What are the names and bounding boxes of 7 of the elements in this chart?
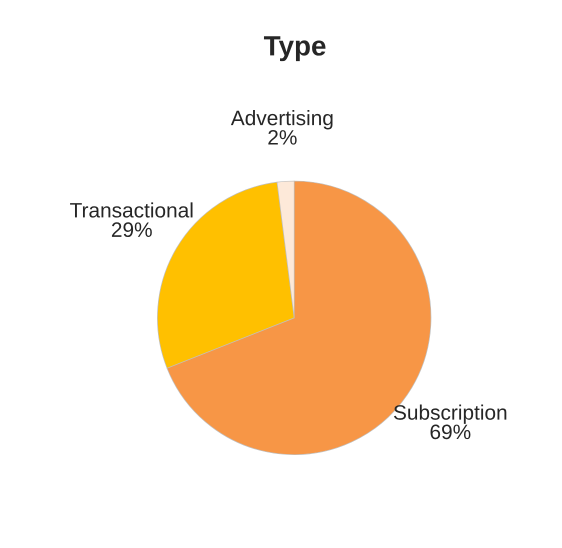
- slice-label: Subscription: [394, 404, 506, 424]
- data-label: 2%: [268, 130, 297, 145]
- slice-label: Transactional: [70, 202, 192, 218]
- data-label: 69%: [430, 424, 470, 440]
- slice-label: Advertising: [230, 110, 333, 130]
- chart-title: Type: [264, 36, 326, 62]
- data-label: 29%: [112, 222, 152, 238]
